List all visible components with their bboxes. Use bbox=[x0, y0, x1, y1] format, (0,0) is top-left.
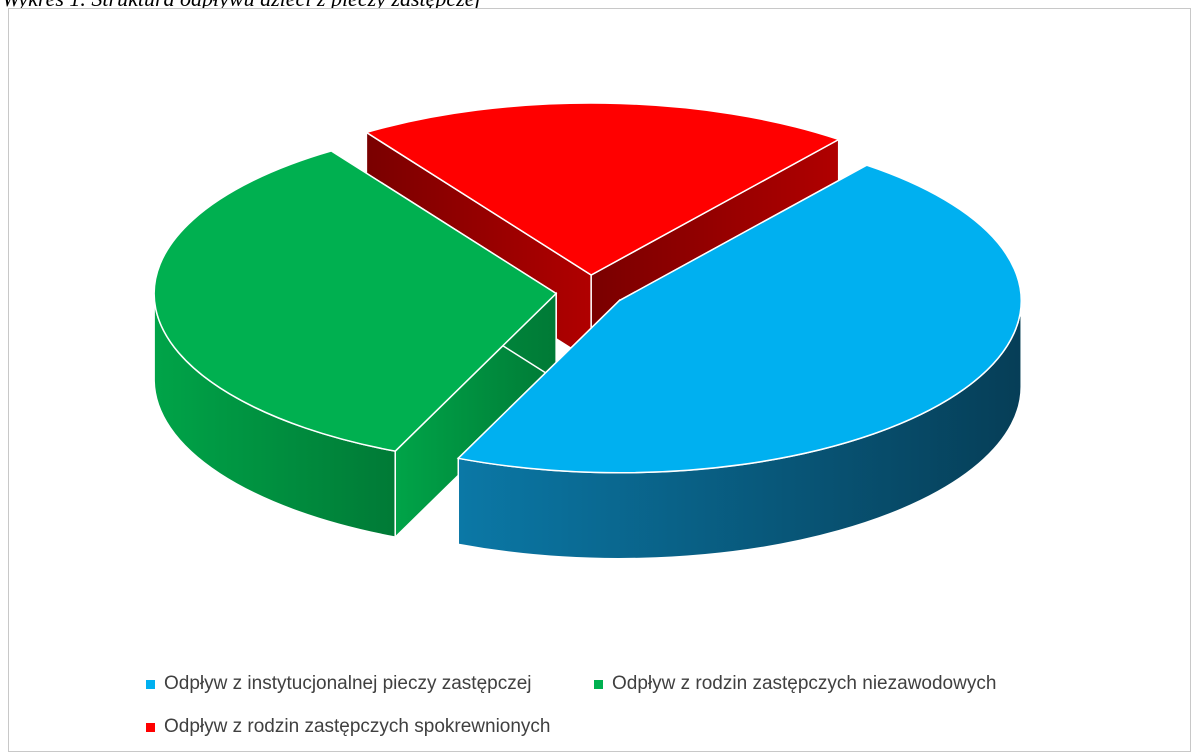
pie-slice-instytucjonalna bbox=[456, 163, 1022, 560]
legend-item-niezawodowe: Odpływ z rodzin zastępczych niezawodowyc… bbox=[594, 673, 996, 695]
chart-caption: Wykres 1. Struktura odpływu dzieci z pie… bbox=[0, 0, 1197, 10]
legend-swatch-niezawodowe bbox=[594, 679, 603, 689]
legend-swatch-instytucjonalna bbox=[146, 679, 155, 689]
chart-caption-text: Wykres 1. Struktura odpływu dzieci z pie… bbox=[2, 0, 481, 10]
legend-label-niezawodowe: Odpływ z rodzin zastępczych niezawodowyc… bbox=[612, 673, 997, 694]
legend-swatch-spokrewnione bbox=[146, 722, 155, 732]
pie-top-niezawodowe bbox=[153, 150, 558, 452]
pie-top-spokrewnione bbox=[364, 102, 841, 276]
legend-label-spokrewnione: Odpływ z rodzin zastępczych spokrewniony… bbox=[164, 716, 551, 737]
pie-slice-niezawodowe bbox=[153, 149, 558, 539]
legend-label-instytucjonalna: Odpływ z instytucjonalnej pieczy zastępc… bbox=[164, 673, 532, 694]
legend-item-spokrewnione: Odpływ z rodzin zastępczych spokrewniony… bbox=[146, 716, 551, 738]
pie-top-instytucjonalna bbox=[456, 164, 1022, 474]
legend-item-instytucjonalna: Odpływ z instytucjonalnej pieczy zastępc… bbox=[146, 673, 532, 695]
